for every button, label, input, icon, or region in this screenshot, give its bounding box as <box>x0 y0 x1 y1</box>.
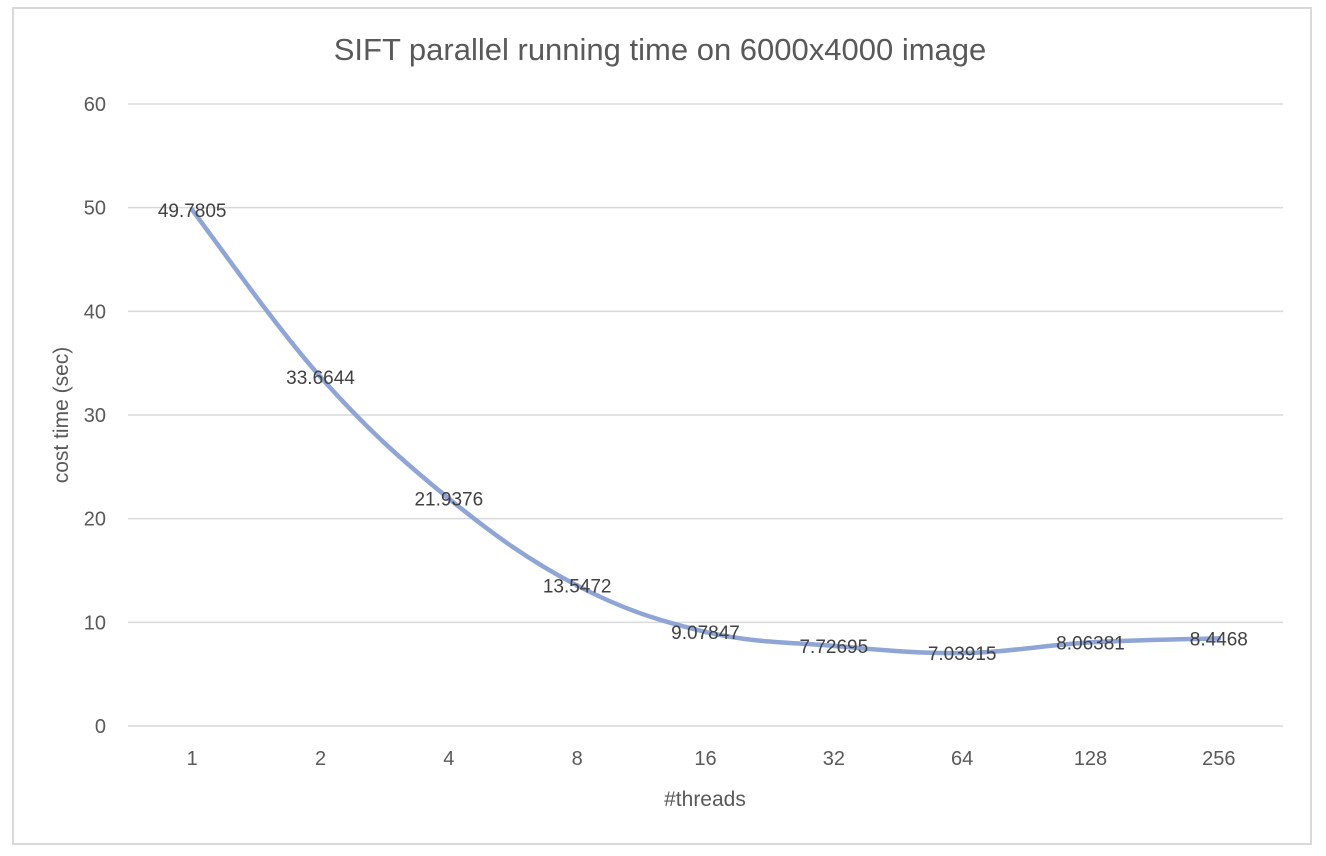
x-tick-label: 1 <box>187 748 198 770</box>
data-label: 8.4468 <box>1190 629 1248 650</box>
data-point <box>959 650 965 656</box>
x-tick-label: 128 <box>1074 748 1107 770</box>
x-tick-label: 4 <box>443 748 454 770</box>
x-tick-label: 8 <box>572 748 583 770</box>
series-layer <box>189 207 1222 656</box>
y-tick-label: 60 <box>84 94 106 116</box>
x-tick-label: 2 <box>315 748 326 770</box>
y-tick-label: 40 <box>84 301 106 323</box>
data-point <box>446 496 452 502</box>
y-tick-label: 0 <box>95 716 106 738</box>
data-label: 9.07847 <box>671 623 740 644</box>
data-label: 33.6644 <box>286 368 355 389</box>
y-axis-title: cost time (sec) <box>50 347 73 484</box>
x-tick-label: 64 <box>951 748 973 770</box>
data-label: 13.5472 <box>543 577 612 598</box>
y-tick-label: 20 <box>84 509 106 531</box>
y-tick-label: 50 <box>84 198 106 220</box>
x-tick-label: 16 <box>694 748 716 770</box>
data-point <box>318 374 323 380</box>
data-label: 49.7805 <box>158 201 227 222</box>
data-labels: 49.7805 33.6644 21.9376 13.5472 9.07847 7.726… <box>158 201 1248 665</box>
data-point <box>831 643 837 649</box>
data-label: 7.03915 <box>928 644 997 665</box>
data-label: 21.9376 <box>414 490 483 511</box>
data-label: 7.72695 <box>799 637 868 658</box>
data-label: 8.06381 <box>1056 633 1125 654</box>
x-tick-label: 256 <box>1202 748 1235 770</box>
data-point <box>703 629 708 635</box>
data-point <box>1088 639 1093 645</box>
data-point <box>189 207 195 213</box>
y-axis-ticks: 0 10 20 30 40 50 60 <box>84 94 106 738</box>
gridlines <box>128 103 1283 727</box>
y-tick-label: 10 <box>84 612 106 634</box>
x-axis-title: #threads <box>664 788 746 811</box>
x-axis-ticks: 1 2 4 8 16 32 64 128 256 <box>187 748 1236 770</box>
chart-frame <box>12 7 1312 845</box>
chart-title: SIFT parallel running time on 6000x4000 … <box>334 32 987 67</box>
y-tick-label: 30 <box>84 405 106 427</box>
x-tick-label: 32 <box>823 748 845 770</box>
series-line <box>189 207 1222 656</box>
data-point <box>574 583 580 589</box>
data-point <box>1216 635 1222 641</box>
